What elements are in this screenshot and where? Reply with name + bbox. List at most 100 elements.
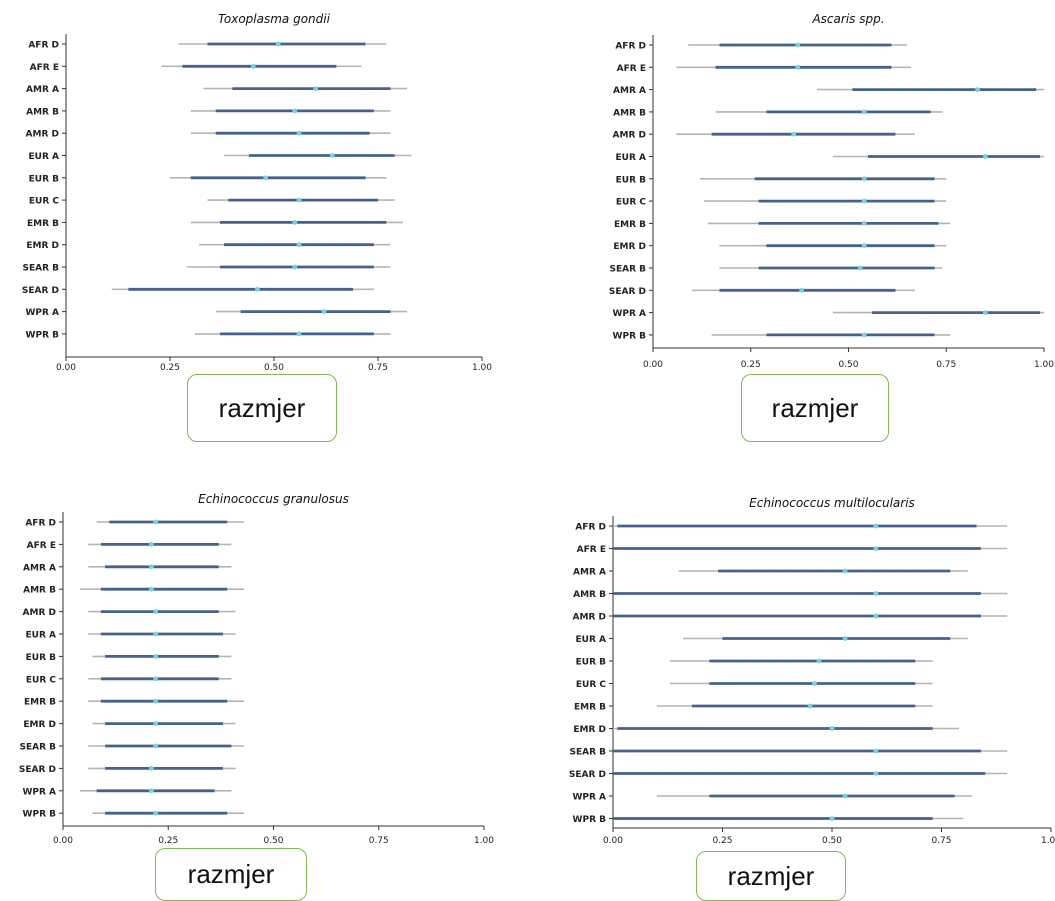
x-tick-label: 0.00 bbox=[56, 363, 76, 373]
point-estimate bbox=[829, 726, 835, 731]
y-tick-label: EUR C bbox=[616, 198, 647, 208]
y-tick-label: AFR D bbox=[28, 41, 59, 51]
y-tick-label: AMR A bbox=[23, 563, 56, 573]
point-estimate bbox=[153, 609, 159, 614]
y-tick-label: SEAR B bbox=[19, 743, 56, 753]
y-tick-label: AFR D bbox=[25, 519, 56, 529]
y-tick-label: AMR A bbox=[613, 86, 646, 96]
y-tick-label: AMR D bbox=[573, 613, 606, 623]
point-estimate bbox=[275, 41, 281, 47]
y-tick-label: SEAR D bbox=[22, 286, 59, 296]
y-tick-label: EUR C bbox=[576, 680, 607, 690]
point-estimate bbox=[263, 175, 269, 181]
x-tick-label: 0.25 bbox=[712, 836, 732, 846]
chart-title: Echinococcus multilocularis bbox=[749, 496, 915, 510]
point-estimate bbox=[861, 176, 867, 182]
x-tick-label: 0.00 bbox=[643, 360, 663, 370]
point-estimate bbox=[153, 676, 159, 682]
y-tick-label: AFR D bbox=[575, 523, 606, 533]
point-estimate bbox=[861, 243, 867, 249]
point-estimate bbox=[842, 568, 848, 574]
point-estimate bbox=[857, 265, 863, 271]
chart-panel: Ascaris spp. 0.00 0.25 0.50 0.75 1.00 AFR D AFR… bbox=[609, 12, 1054, 370]
x-tick-label: 0.25 bbox=[158, 836, 178, 846]
y-tick-label: AMR B bbox=[573, 590, 606, 600]
y-tick-label: EUR B bbox=[616, 175, 647, 185]
chart-panel: Toxoplasma gondii 0.00 0.25 0.50 0.75 1.00 AFR… bbox=[22, 12, 492, 373]
point-estimate bbox=[975, 87, 980, 92]
y-tick-label: AFR E bbox=[617, 64, 646, 74]
y-tick-label: EUR B bbox=[29, 174, 60, 184]
y-tick-label: EUR A bbox=[576, 635, 607, 645]
y-tick-label: EMR B bbox=[24, 698, 56, 708]
y-tick-label: WPR B bbox=[613, 331, 647, 341]
point-estimate bbox=[842, 793, 848, 799]
point-estimate bbox=[873, 546, 879, 551]
x-tick-label: 0.00 bbox=[53, 836, 73, 846]
point-estimate bbox=[149, 542, 154, 547]
x-axis-label: razmjer bbox=[741, 374, 889, 442]
y-tick-label: SEAR D bbox=[569, 770, 606, 780]
x-tick-label: 0.50 bbox=[838, 360, 858, 370]
point-estimate bbox=[292, 220, 298, 225]
x-tick-label: 1.00 bbox=[474, 836, 494, 846]
chart-panel: Echinococcus granulosus 0.00 0.25 0.50 0.75 1… bbox=[19, 492, 494, 846]
point-estimate bbox=[296, 331, 302, 337]
y-tick-label: EUR C bbox=[29, 197, 60, 207]
x-axis-label: razmjer bbox=[187, 374, 337, 442]
x-tick-label: 0.50 bbox=[822, 836, 842, 846]
point-estimate bbox=[296, 130, 302, 136]
point-estimate bbox=[861, 198, 867, 204]
y-tick-label: AMR B bbox=[23, 586, 56, 596]
y-tick-label: EUR B bbox=[576, 658, 607, 668]
point-estimate bbox=[873, 523, 879, 529]
y-tick-label: AMR A bbox=[26, 85, 59, 95]
point-estimate bbox=[873, 748, 879, 754]
x-tick-label: 0.25 bbox=[741, 360, 761, 370]
y-tick-label: AFR E bbox=[27, 541, 56, 551]
chart-title: Ascaris spp. bbox=[811, 12, 884, 26]
y-tick-label: WPR A bbox=[22, 787, 56, 797]
point-estimate bbox=[873, 591, 879, 596]
point-estimate bbox=[795, 64, 801, 70]
y-tick-label: AMR D bbox=[23, 608, 56, 618]
y-tick-label: EMR D bbox=[23, 720, 56, 730]
y-tick-label: EMR B bbox=[614, 220, 646, 230]
y-tick-label: EUR A bbox=[616, 153, 647, 163]
point-estimate bbox=[799, 287, 804, 293]
point-estimate bbox=[829, 816, 835, 821]
point-estimate bbox=[842, 636, 848, 641]
y-tick-label: WPR A bbox=[612, 309, 646, 319]
y-tick-label: EMR B bbox=[27, 219, 59, 229]
y-tick-label: WPR A bbox=[572, 793, 606, 803]
y-tick-label: AMR B bbox=[26, 107, 59, 117]
y-tick-label: AMR D bbox=[613, 131, 646, 141]
x-tick-label: 1.00 bbox=[1034, 360, 1054, 370]
x-tick-label: 1.00 bbox=[1041, 836, 1055, 846]
chart-title: Echinococcus granulosus bbox=[198, 492, 349, 506]
y-tick-label: EUR A bbox=[26, 631, 57, 641]
y-tick-label: AMR A bbox=[573, 568, 606, 578]
y-tick-label: EUR B bbox=[26, 653, 57, 663]
point-estimate bbox=[153, 810, 159, 816]
point-estimate bbox=[791, 131, 797, 137]
point-estimate bbox=[313, 86, 318, 91]
y-tick-label: AFR D bbox=[615, 42, 646, 52]
point-estimate bbox=[149, 586, 154, 592]
point-estimate bbox=[149, 788, 154, 794]
y-tick-label: WPR B bbox=[23, 810, 57, 820]
point-estimate bbox=[254, 286, 260, 292]
point-estimate bbox=[296, 242, 302, 248]
point-estimate bbox=[296, 197, 302, 203]
point-estimate bbox=[250, 63, 256, 69]
y-tick-label: EUR A bbox=[29, 152, 60, 162]
point-estimate bbox=[861, 109, 867, 115]
point-estimate bbox=[321, 309, 327, 314]
point-estimate bbox=[861, 332, 867, 338]
x-axis-label: razmjer bbox=[155, 848, 307, 901]
x-tick-label: 0.75 bbox=[368, 363, 388, 373]
x-tick-label: 0.00 bbox=[603, 836, 623, 846]
x-tick-label: 0.50 bbox=[263, 836, 283, 846]
point-estimate bbox=[329, 153, 335, 158]
